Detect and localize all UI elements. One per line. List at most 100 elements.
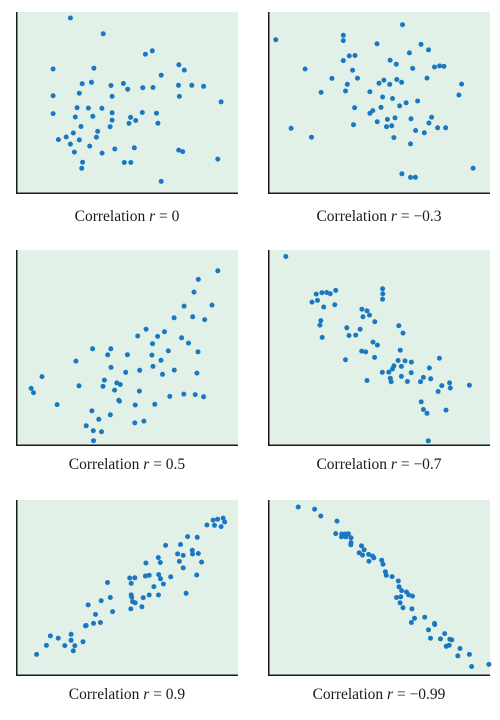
data-point	[412, 174, 418, 180]
data-point	[160, 371, 165, 377]
data-point	[313, 291, 319, 297]
data-point	[96, 416, 102, 422]
data-point	[386, 369, 392, 375]
data-point	[398, 373, 404, 379]
data-point	[80, 159, 86, 165]
data-point	[204, 522, 210, 528]
data-point	[80, 639, 86, 645]
data-point	[319, 290, 325, 296]
caption-value: = −0.7	[396, 456, 442, 473]
data-point	[215, 268, 221, 274]
data-point	[343, 357, 348, 363]
data-point	[418, 41, 424, 47]
data-point	[340, 32, 346, 38]
data-point	[91, 65, 97, 71]
data-point	[76, 137, 82, 143]
data-point	[189, 82, 195, 88]
data-point	[470, 165, 476, 171]
data-point	[76, 383, 82, 389]
data-point	[327, 291, 333, 297]
data-point	[366, 551, 372, 557]
data-point	[359, 306, 365, 312]
data-point	[428, 376, 434, 382]
data-point	[435, 125, 441, 131]
data-point	[432, 64, 437, 70]
data-point	[329, 75, 335, 81]
data-point	[408, 620, 414, 625]
data-point	[413, 128, 419, 133]
scatter-plot	[16, 250, 238, 446]
data-point	[380, 291, 386, 297]
data-point	[389, 574, 395, 580]
data-point	[340, 38, 346, 44]
axis-lines	[268, 250, 490, 446]
caption-symbol: r	[143, 686, 150, 703]
caption-prefix: Correlation	[316, 208, 391, 225]
caption-r-0: Correlation r = 0	[16, 208, 238, 226]
axis-lines	[268, 12, 490, 194]
data-point	[195, 276, 201, 282]
data-point	[364, 308, 370, 314]
data-point	[443, 125, 449, 131]
data-point	[449, 637, 455, 643]
data-point	[408, 359, 414, 365]
data-point	[158, 178, 164, 184]
data-point	[142, 573, 148, 579]
data-point	[344, 81, 350, 87]
data-point	[91, 620, 96, 626]
data-point	[343, 88, 348, 94]
data-point	[190, 314, 196, 320]
data-point	[408, 141, 413, 147]
data-point	[62, 643, 68, 649]
plot-background	[16, 12, 238, 194]
data-point	[455, 653, 461, 659]
plot-background	[268, 12, 490, 194]
data-point	[126, 120, 132, 126]
data-point	[315, 297, 320, 303]
data-point	[424, 410, 430, 416]
data-point	[352, 53, 358, 58]
data-point	[97, 620, 103, 625]
data-point	[403, 100, 409, 106]
data-point	[202, 317, 208, 323]
data-point	[344, 325, 350, 331]
data-point	[210, 517, 216, 523]
data-point	[171, 315, 177, 321]
data-point	[176, 147, 182, 153]
data-point	[466, 651, 472, 657]
data-point	[89, 79, 94, 85]
plot-background	[268, 250, 490, 446]
data-point	[209, 302, 215, 308]
data-point	[398, 363, 404, 369]
scatter-plot	[268, 250, 490, 446]
data-point	[312, 506, 318, 512]
data-point	[160, 581, 166, 587]
data-point	[201, 394, 207, 400]
data-point	[469, 664, 475, 669]
data-point	[215, 156, 221, 162]
data-point	[352, 105, 358, 111]
caption-prefix: Correlation	[68, 686, 144, 703]
data-point	[79, 81, 85, 87]
data-point	[123, 369, 129, 375]
data-point	[387, 81, 393, 87]
data-point	[142, 51, 148, 57]
data-point	[125, 86, 131, 92]
data-point	[340, 58, 346, 64]
data-point	[486, 661, 492, 667]
data-point	[43, 642, 49, 648]
scatter-panel-r-0	[16, 12, 238, 194]
data-point	[364, 378, 370, 383]
data-point	[90, 428, 96, 434]
data-point	[345, 531, 351, 537]
data-point	[392, 115, 398, 121]
data-point	[370, 339, 376, 345]
data-point	[150, 363, 156, 369]
data-point	[421, 130, 427, 136]
data-point	[185, 534, 191, 540]
data-point	[140, 85, 146, 91]
data-point	[79, 165, 85, 171]
data-point	[387, 57, 393, 63]
data-point	[108, 364, 114, 370]
data-point	[140, 595, 146, 601]
